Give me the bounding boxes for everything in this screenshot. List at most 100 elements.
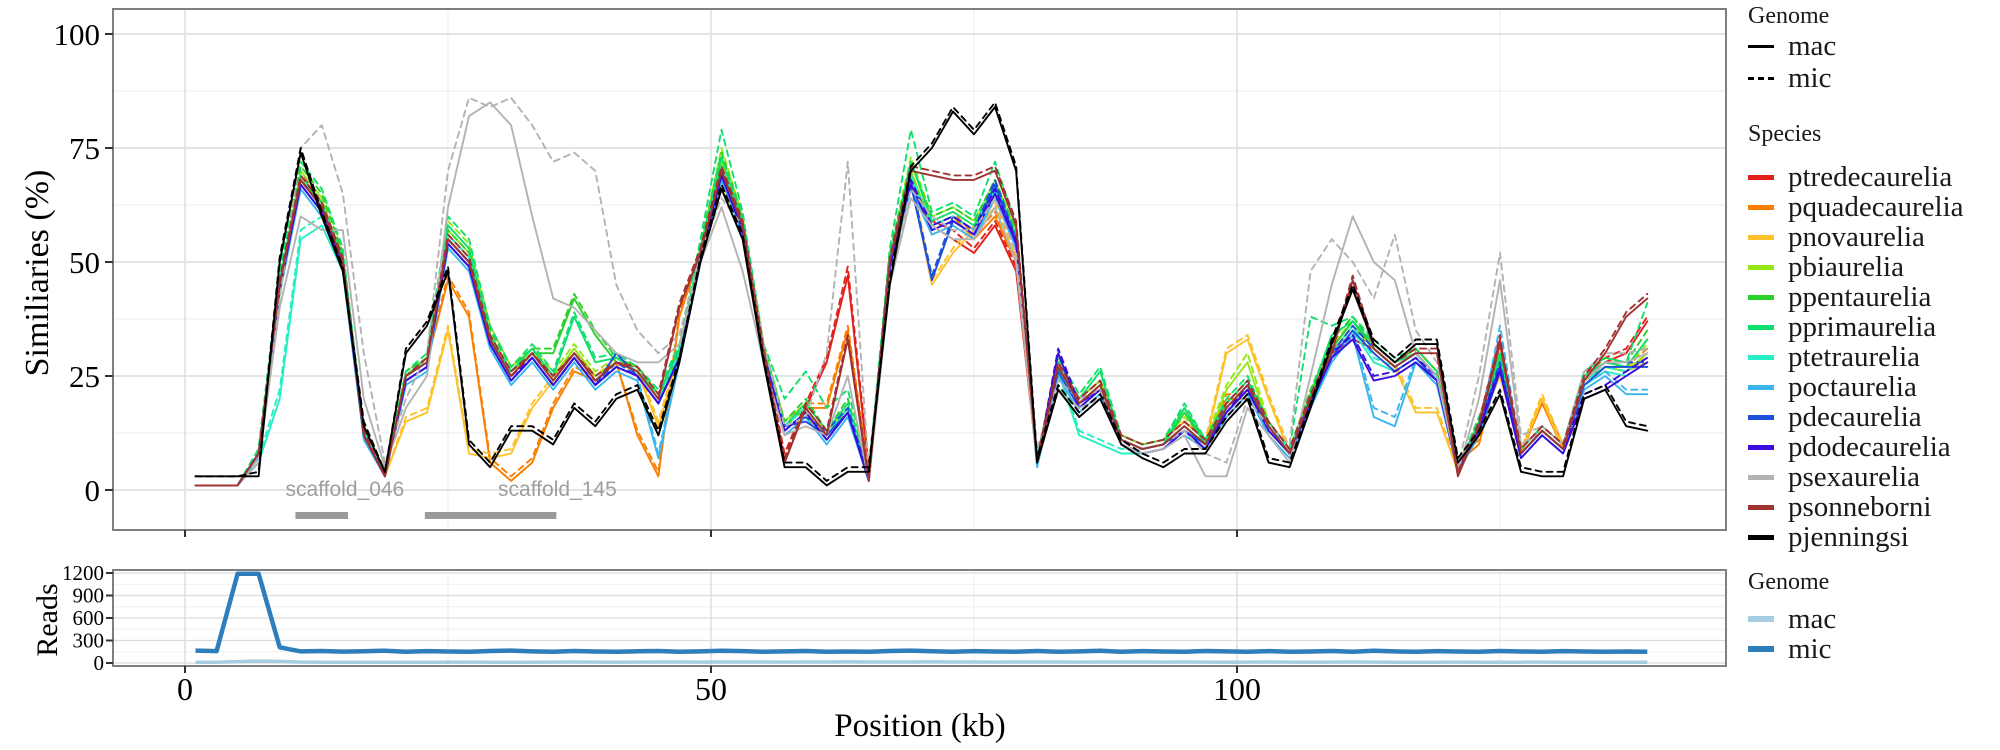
legend-species-poctaurelia-swatch bbox=[1748, 384, 1774, 390]
legend-species-ptetraurelia: ptetraurelia bbox=[1748, 340, 2000, 373]
series-psexaurelia-mic bbox=[194, 96, 1649, 487]
legend-species-pdodecaurelia-label: pdodecaurelia bbox=[1788, 430, 1951, 463]
series-psonneborni-mic bbox=[194, 165, 1649, 487]
series-ptredecaurelia-mac bbox=[194, 169, 1649, 487]
legend-reads-genome-mac-label: mac bbox=[1788, 602, 1837, 635]
legend-species-ptetraurelia-swatch bbox=[1748, 354, 1774, 360]
series-ptetraurelia-mac bbox=[194, 174, 1649, 487]
series-pdodecaurelia-mic bbox=[194, 169, 1649, 487]
reads-series bbox=[195, 571, 1648, 665]
series-pquadecaurelia-mac bbox=[194, 169, 1649, 487]
series-ptetraurelia-mic bbox=[194, 165, 1649, 487]
legend-species-pnovaurelia: pnovaurelia bbox=[1748, 220, 2000, 253]
main-y-axis-title: Similiaries (%) bbox=[19, 169, 56, 377]
scaffold-label: scaffold_145 bbox=[498, 478, 617, 501]
reads-y-tick-label: 900 bbox=[73, 584, 105, 608]
legend-species-pprimaurelia: pprimaurelia bbox=[1748, 310, 2000, 343]
legend-species-pdecaurelia-swatch bbox=[1748, 414, 1774, 420]
legend-genome-mac-label: mac bbox=[1788, 29, 1837, 62]
legend-reads-genome-mac: mac bbox=[1748, 602, 2000, 635]
series-poctaurelia-mic bbox=[194, 169, 1649, 487]
legend-species-ptetraurelia-label: ptetraurelia bbox=[1788, 340, 1921, 373]
legend-species-pjenningsi-swatch bbox=[1748, 534, 1774, 540]
series-psonneborni-mac bbox=[194, 169, 1649, 487]
reads-y-tick-label: 600 bbox=[73, 606, 105, 630]
legend-reads-genome-mic: mic bbox=[1748, 632, 2000, 665]
legend-species-pdecaurelia-label: pdecaurelia bbox=[1788, 400, 1922, 433]
legend-species-pquadecaurelia: pquadecaurelia bbox=[1748, 191, 2000, 223]
series-pdecaurelia-mic bbox=[194, 169, 1649, 487]
legend-species-title: Species bbox=[1748, 121, 1822, 147]
series-pprimaurelia-mic bbox=[194, 128, 1649, 487]
series-pjenningsi-mic bbox=[194, 101, 1649, 482]
legend-genome-title: Genome bbox=[1748, 3, 1830, 29]
main-y-tick-label: 100 bbox=[54, 17, 101, 52]
legend-species-psonneborni: psonneborni bbox=[1748, 490, 2000, 523]
series-pjenningsi-mac bbox=[194, 106, 1649, 487]
legend-species-ptredecaurelia-swatch bbox=[1748, 174, 1774, 180]
series-pquadecaurelia-mic bbox=[194, 165, 1649, 487]
legend-species-psonneborni-label: psonneborni bbox=[1788, 490, 1932, 523]
main-y-tick-label: 0 bbox=[85, 473, 101, 508]
legend-species-pdodecaurelia: pdodecaurelia bbox=[1748, 430, 2000, 463]
series-ptredecaurelia-mic bbox=[194, 165, 1649, 487]
legend-species-psexaurelia-swatch bbox=[1748, 474, 1774, 480]
series-pdecaurelia-mac bbox=[194, 174, 1649, 487]
legend-species-pnovaurelia-swatch bbox=[1748, 234, 1774, 240]
x-axis-title: Position (kb) bbox=[834, 708, 1006, 744]
legend-species-ppentaurelia-swatch bbox=[1748, 294, 1774, 300]
legend-species-pbiaurelia-label: pbiaurelia bbox=[1788, 250, 1904, 283]
scaffold-bar bbox=[295, 512, 349, 519]
legend-species-psexaurelia-label: psexaurelia bbox=[1788, 460, 1921, 493]
reads-y-tick-label: 300 bbox=[73, 629, 105, 653]
reads-y-tick-label: 1200 bbox=[62, 561, 104, 585]
scaffold-annotations: scaffold_046 scaffold_145 bbox=[286, 478, 617, 519]
main-y-tick-label: 50 bbox=[69, 245, 100, 280]
gridlines bbox=[113, 9, 1726, 666]
x-tick-label: 100 bbox=[1213, 671, 1261, 707]
similarity-series bbox=[194, 96, 1649, 487]
legend-genome-bottom: Genome mac mic bbox=[1748, 568, 2000, 665]
legend-reads-genome-mic-label: mic bbox=[1788, 632, 1832, 665]
legend-species-pbiaurelia-swatch bbox=[1748, 264, 1774, 270]
main-panel-border bbox=[112, 8, 1727, 531]
legend-species-pbiaurelia: pbiaurelia bbox=[1748, 250, 2000, 283]
legend-reads-genome-mac-swatch bbox=[1748, 616, 1774, 622]
legend-species-pnovaurelia-label: pnovaurelia bbox=[1788, 220, 1925, 253]
series-pdodecaurelia-mac bbox=[194, 174, 1649, 487]
legend-species-psonneborni-swatch bbox=[1748, 504, 1774, 510]
legend-species-pquadecaurelia-swatch bbox=[1748, 204, 1774, 210]
legend-genome-mic-label: mic bbox=[1788, 61, 1832, 94]
legend-species-psexaurelia: psexaurelia bbox=[1748, 460, 2000, 493]
reads-y-axis-title: Reads bbox=[31, 583, 64, 657]
reads-y-tick-label: 0 bbox=[94, 651, 105, 675]
legend-species: Species ptredecaurelia pquadecaurelia pnov… bbox=[1748, 120, 2000, 553]
legend-genome-mac-swatch bbox=[1748, 44, 1774, 48]
legend-species-ptredecaurelia-label: ptredecaurelia bbox=[1788, 160, 1953, 193]
legend-genome-bottom-title: Genome bbox=[1748, 569, 1830, 595]
x-tick-label: 50 bbox=[695, 671, 727, 707]
reads-series-mic bbox=[195, 571, 1648, 655]
legend-species-pprimaurelia-label: pprimaurelia bbox=[1788, 310, 1937, 343]
main-y-tick-label: 25 bbox=[69, 359, 100, 394]
legend-species-pjenningsi: pjenningsi bbox=[1748, 521, 2000, 553]
x-tick-label: 0 bbox=[177, 671, 193, 707]
legend-genome-mic-swatch bbox=[1748, 76, 1774, 80]
legend-reads-genome-mic-swatch bbox=[1748, 646, 1774, 652]
legend-genome-mac: mac bbox=[1748, 30, 2000, 62]
legend-species-pprimaurelia-swatch bbox=[1748, 324, 1774, 330]
legend-species-poctaurelia-label: poctaurelia bbox=[1788, 370, 1917, 403]
legend-species-ptredecaurelia: ptredecaurelia bbox=[1748, 160, 2000, 193]
reads-series-mac bbox=[195, 659, 1648, 665]
legend-genome-top: Genome mac mic bbox=[1748, 2, 2000, 94]
series-ppentaurelia-mac bbox=[194, 165, 1649, 487]
scaffold-label: scaffold_046 bbox=[286, 478, 405, 501]
legend-species-ppentaurelia-label: ppentaurelia bbox=[1788, 280, 1932, 313]
main-y-tick-label: 75 bbox=[69, 131, 100, 166]
legend-species-pdodecaurelia-swatch bbox=[1748, 444, 1774, 450]
legend-genome-mic: mic bbox=[1748, 62, 2000, 94]
legend-species-ppentaurelia: ppentaurelia bbox=[1748, 280, 2000, 313]
legend-species-pdecaurelia: pdecaurelia bbox=[1748, 400, 2000, 433]
